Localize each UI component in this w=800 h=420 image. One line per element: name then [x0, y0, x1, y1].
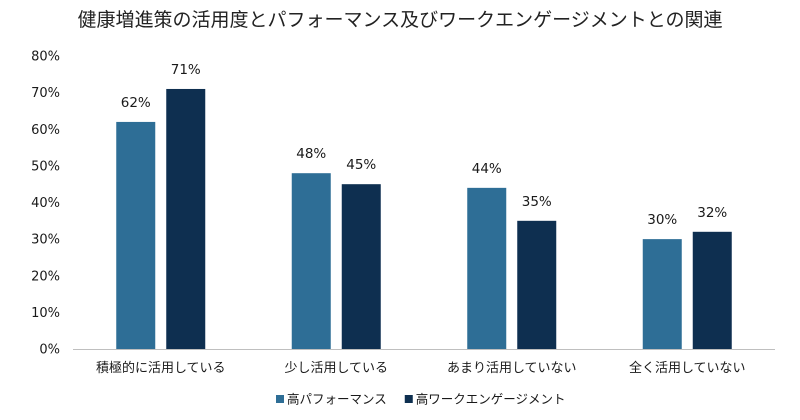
- y-axis: 0% 10% 20% 30% 40% 50% 60% 70% 80%: [31, 50, 60, 358]
- data-label: 32%: [697, 205, 727, 221]
- x-axis: 積極的に活用している 少し活用している あまり活用していない 全く活用していない: [73, 349, 775, 376]
- category-label: 全く活用していない: [629, 360, 746, 376]
- legend-item: 高ワークエンゲージメント: [404, 392, 566, 407]
- legend-swatch: [276, 395, 284, 403]
- bar: [692, 231, 732, 349]
- bar: [116, 121, 156, 349]
- y-tick-label: 60%: [31, 123, 60, 138]
- category-label: あまり活用していない: [447, 361, 577, 376]
- data-label: 30%: [647, 212, 677, 228]
- bar: [517, 220, 557, 349]
- category-label: 積極的に活用している: [96, 360, 226, 376]
- chart-title: 健康増進策の活用度とパフォーマンス及びワークエンゲージメントとの関連: [77, 9, 722, 31]
- y-tick-label: 20%: [31, 269, 60, 284]
- y-tick-label: 30%: [31, 233, 60, 248]
- legend: 高パフォーマンス 高ワークエンゲージメント: [276, 392, 566, 407]
- y-tick-label: 40%: [31, 196, 60, 211]
- bar: [166, 88, 206, 350]
- y-tick-label: 70%: [31, 86, 60, 101]
- bars-group: 62% 71% 48% 45% 44% 35% 30% 32%: [116, 62, 732, 350]
- bar: [642, 239, 682, 349]
- legend-item: 高パフォーマンス: [276, 392, 387, 407]
- data-label: 48%: [296, 146, 326, 162]
- data-label: 44%: [472, 161, 502, 177]
- bar: [341, 184, 381, 349]
- category-label: 少し活用している: [284, 361, 388, 376]
- y-tick-label: 80%: [31, 50, 60, 65]
- data-label: 45%: [346, 157, 376, 173]
- legend-swatch: [404, 395, 413, 403]
- data-label: 71%: [171, 62, 201, 78]
- bar: [467, 187, 507, 349]
- y-tick-label: 50%: [31, 159, 60, 174]
- legend-label: 高パフォーマンス: [287, 392, 387, 407]
- legend-label: 高ワークエンゲージメント: [416, 392, 566, 407]
- data-label: 35%: [522, 194, 552, 210]
- y-tick-label: 10%: [31, 306, 60, 321]
- bar: [291, 173, 331, 349]
- y-tick-label: 0%: [39, 343, 60, 358]
- data-label: 62%: [121, 95, 151, 111]
